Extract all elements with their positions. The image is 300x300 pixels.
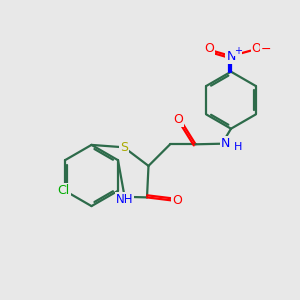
Text: O: O [252,42,261,55]
Text: +: + [234,46,242,56]
Text: O: O [174,113,183,126]
Text: O: O [172,194,182,207]
Text: −: − [261,43,271,56]
Text: N: N [226,50,236,63]
Text: S: S [120,141,128,154]
Text: N: N [221,136,230,150]
Text: H: H [234,142,243,152]
Text: Cl: Cl [57,184,70,197]
Text: O: O [204,42,214,55]
Text: NH: NH [116,193,134,206]
